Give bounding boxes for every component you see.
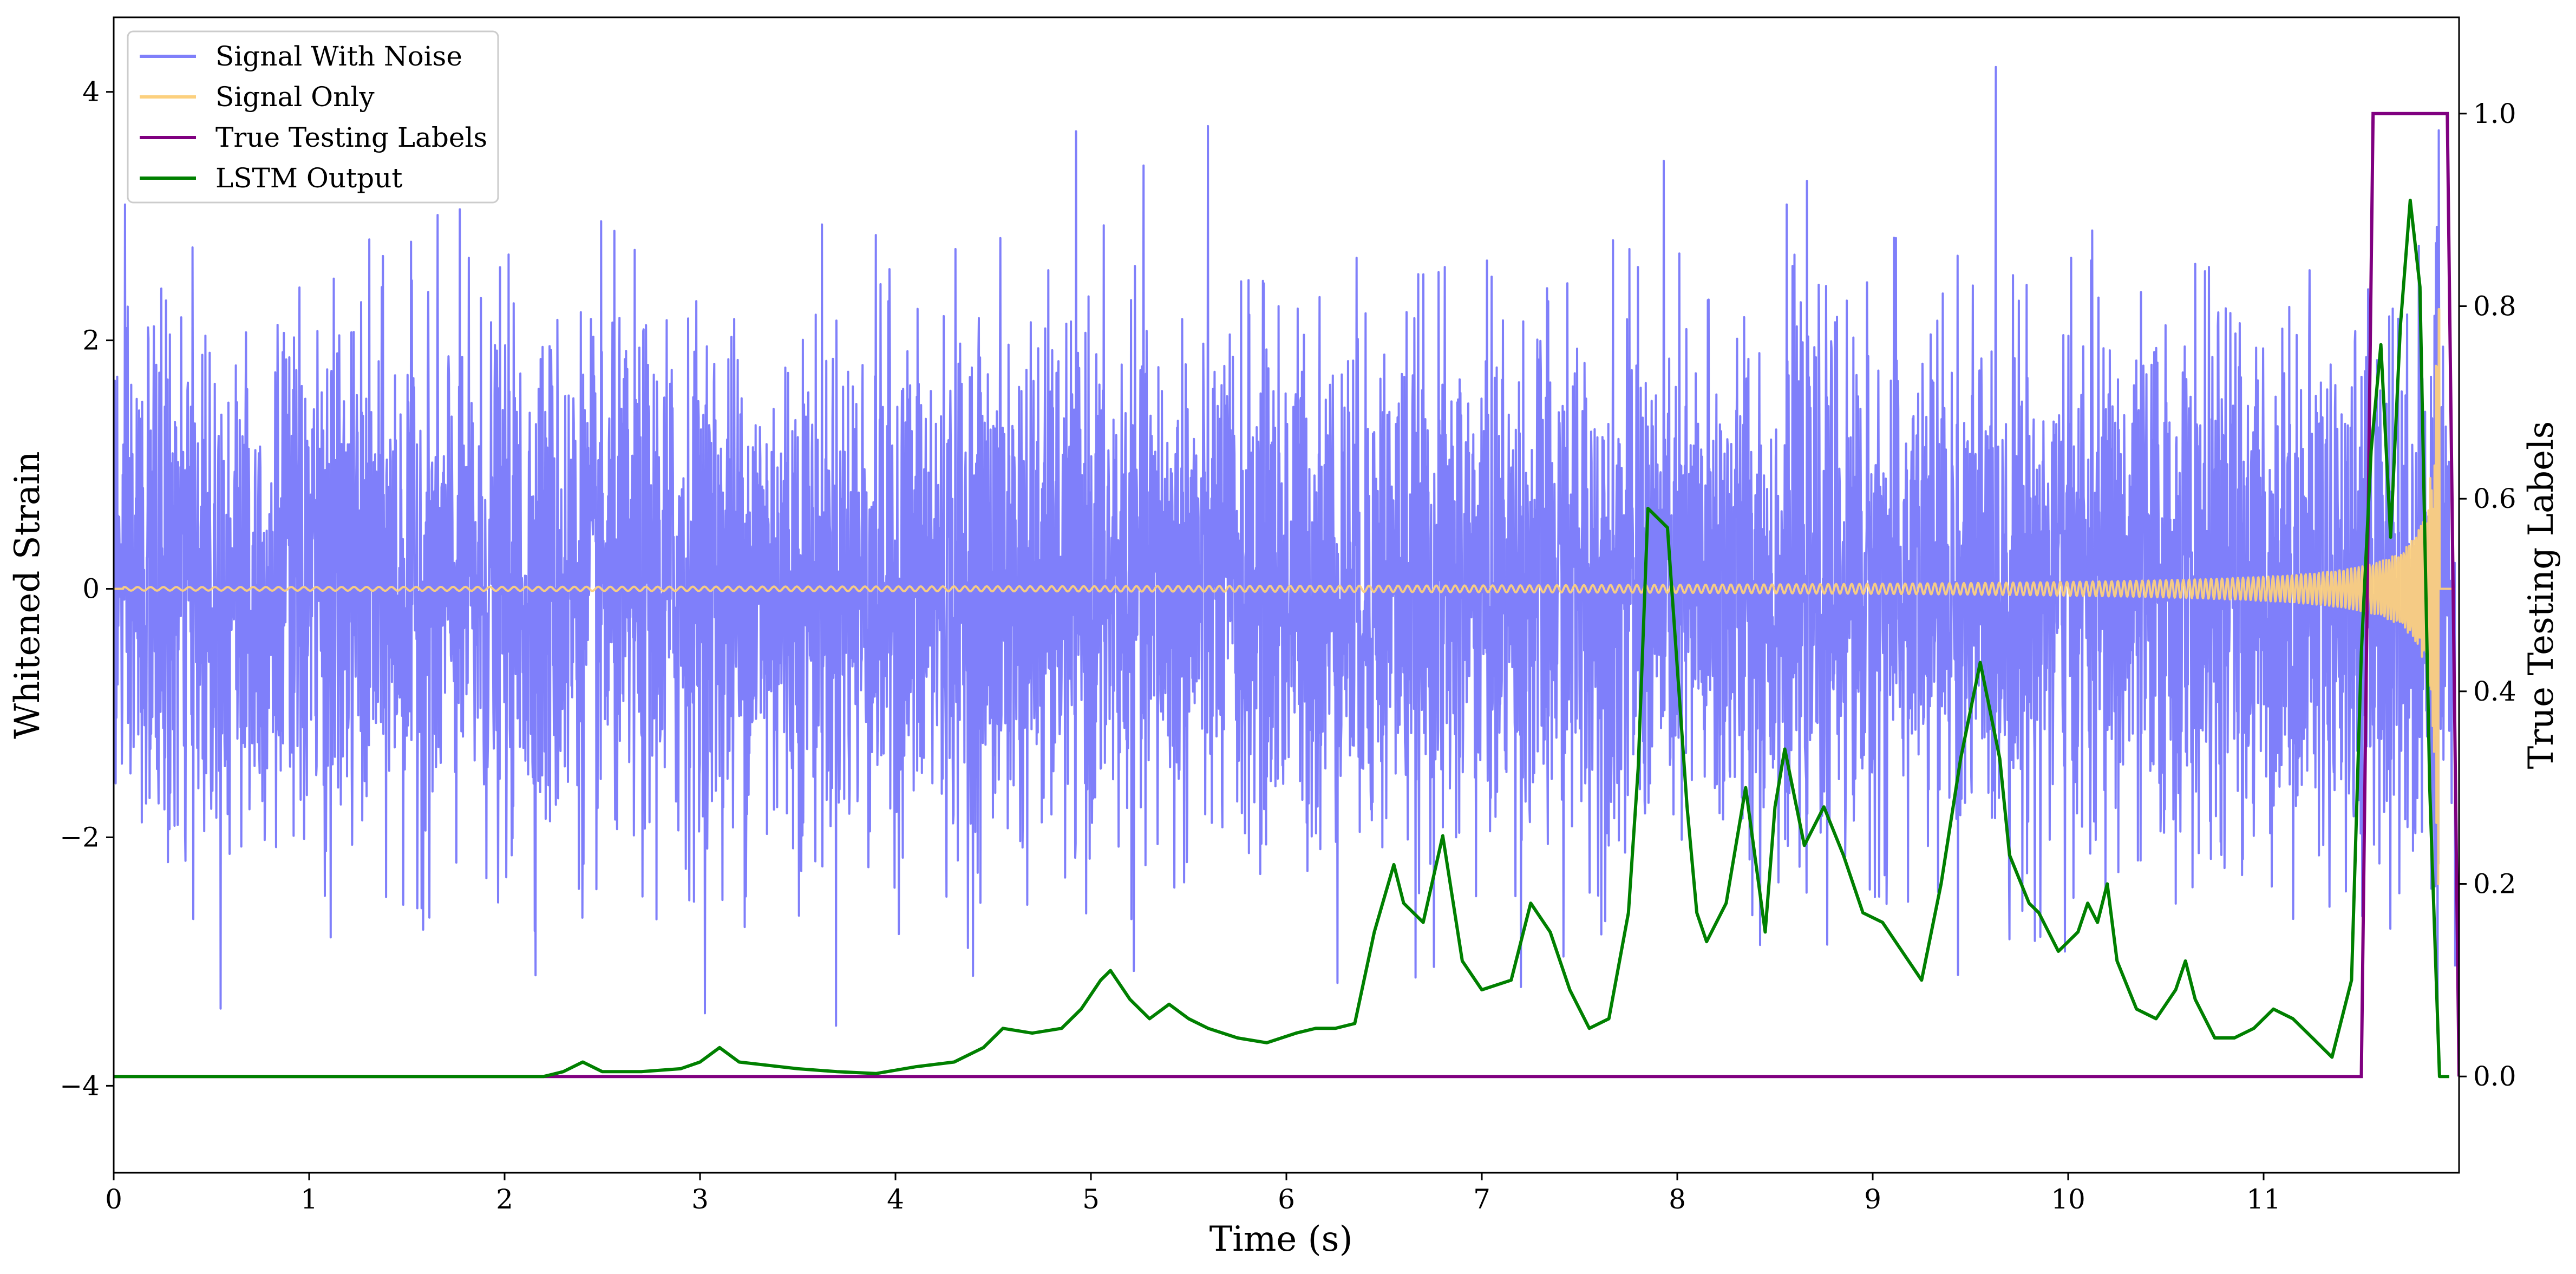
x-tick-label: 11 — [2246, 1184, 2281, 1215]
series-true-testing-labels-line — [114, 112, 2459, 1079]
y-left-tick-label: 2 — [82, 325, 100, 356]
x-tick-label: 5 — [1082, 1184, 1100, 1215]
y-right-tick-label: 0.6 — [2473, 483, 2516, 514]
series-lstm-output-line — [114, 198, 2449, 1079]
series-signal-with-noise-line — [114, 66, 2456, 1035]
y-axis-right: 0.0 0.2 0.4 0.6 0.8 1.0 — [2459, 98, 2516, 1092]
x-tick-label: 1 — [300, 1184, 318, 1215]
legend-box — [127, 30, 499, 204]
legend-label: LSTM Output — [215, 162, 402, 194]
x-tick-label: 4 — [887, 1184, 904, 1215]
y-axis-left-label: Whitened Strain — [8, 451, 48, 739]
legend-label: Signal Only — [215, 81, 375, 113]
y-right-tick-label: 0.8 — [2473, 291, 2516, 322]
series-signal-only-line — [114, 308, 2456, 885]
x-tick-label: 0 — [105, 1184, 122, 1215]
x-tick-label: 7 — [1473, 1184, 1490, 1215]
y-left-tick-label: −2 — [60, 821, 100, 853]
legend-label: True Testing Labels — [215, 122, 487, 153]
y-right-tick-label: 1.0 — [2473, 98, 2516, 129]
x-tick-label: 3 — [691, 1184, 709, 1215]
legend-label: Signal With Noise — [215, 41, 462, 72]
y-right-tick-label: 0.2 — [2473, 868, 2516, 900]
y-left-tick-label: −4 — [60, 1070, 100, 1101]
legend: Signal With Noise Signal Only True Testing… — [127, 30, 499, 204]
y-left-tick-label: 4 — [82, 76, 100, 108]
y-axis-left: −4 −2 0 2 4 — [60, 76, 114, 1101]
plot-area — [114, 66, 2459, 1079]
x-tick-label: 2 — [496, 1184, 513, 1215]
x-tick-label: 8 — [1669, 1184, 1686, 1215]
x-tick-label: 6 — [1278, 1184, 1295, 1215]
y-left-tick-label: 0 — [82, 573, 100, 605]
x-tick-label: 9 — [1864, 1184, 1881, 1215]
x-axis-label: Time (s) — [1209, 1219, 1353, 1259]
y-axis-right-label: True Testing Labels — [2521, 421, 2561, 769]
x-tick-label: 10 — [2051, 1184, 2085, 1215]
x-axis: 0 1 2 3 4 5 6 7 8 9 10 11 — [105, 1173, 2281, 1215]
y-right-tick-label: 0.0 — [2473, 1061, 2516, 1092]
y-right-tick-label: 0.4 — [2473, 676, 2516, 707]
